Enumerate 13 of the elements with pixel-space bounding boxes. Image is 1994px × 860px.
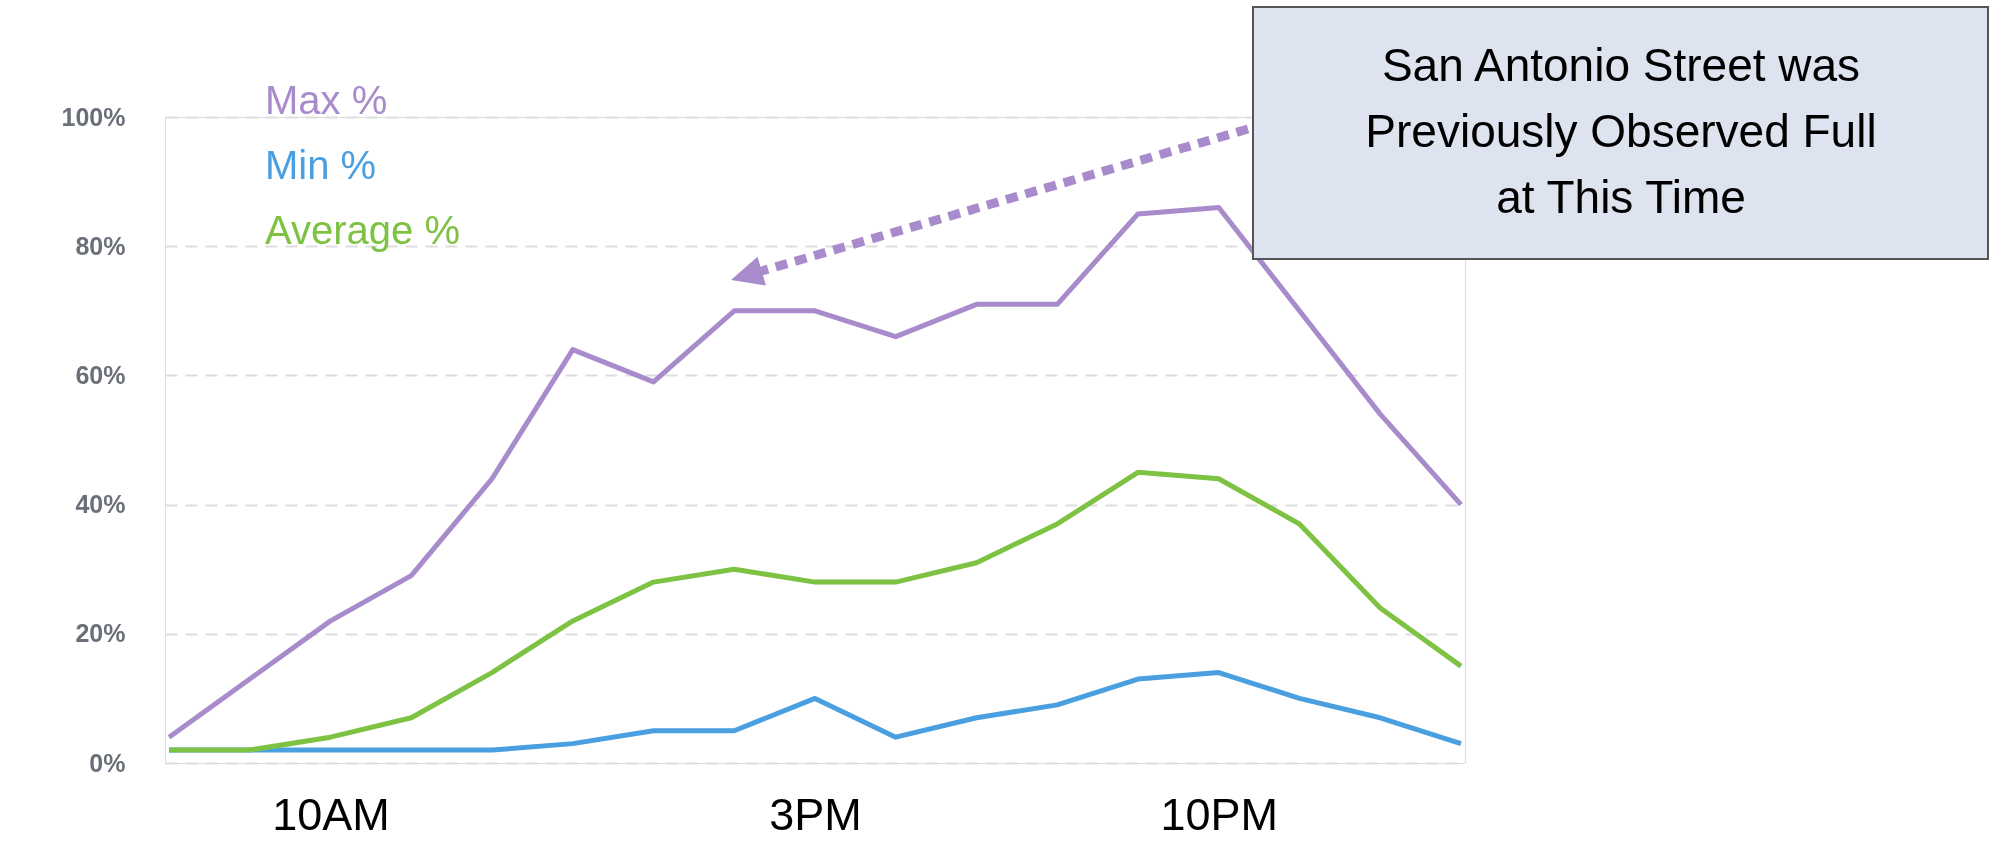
annotation: San Antonio Street was Previously Observed Full at This Time [1365,39,1877,223]
text: Average % [265,208,460,252]
x-tick-label: 10PM [1160,788,1279,840]
y-tick-label: 20% [75,619,126,648]
y-tick-label: 0% [89,748,126,777]
y-tick-label: 60% [75,360,126,389]
x-tick-label: 3PM [769,788,862,840]
y-tick-label: 100% [61,102,126,131]
x-tick-label: 10AM [272,788,390,840]
y-tick-label: 80% [75,231,126,260]
text: Max % [265,78,388,122]
y-tick-label: 40% [75,490,126,519]
text: Min % [265,143,377,187]
